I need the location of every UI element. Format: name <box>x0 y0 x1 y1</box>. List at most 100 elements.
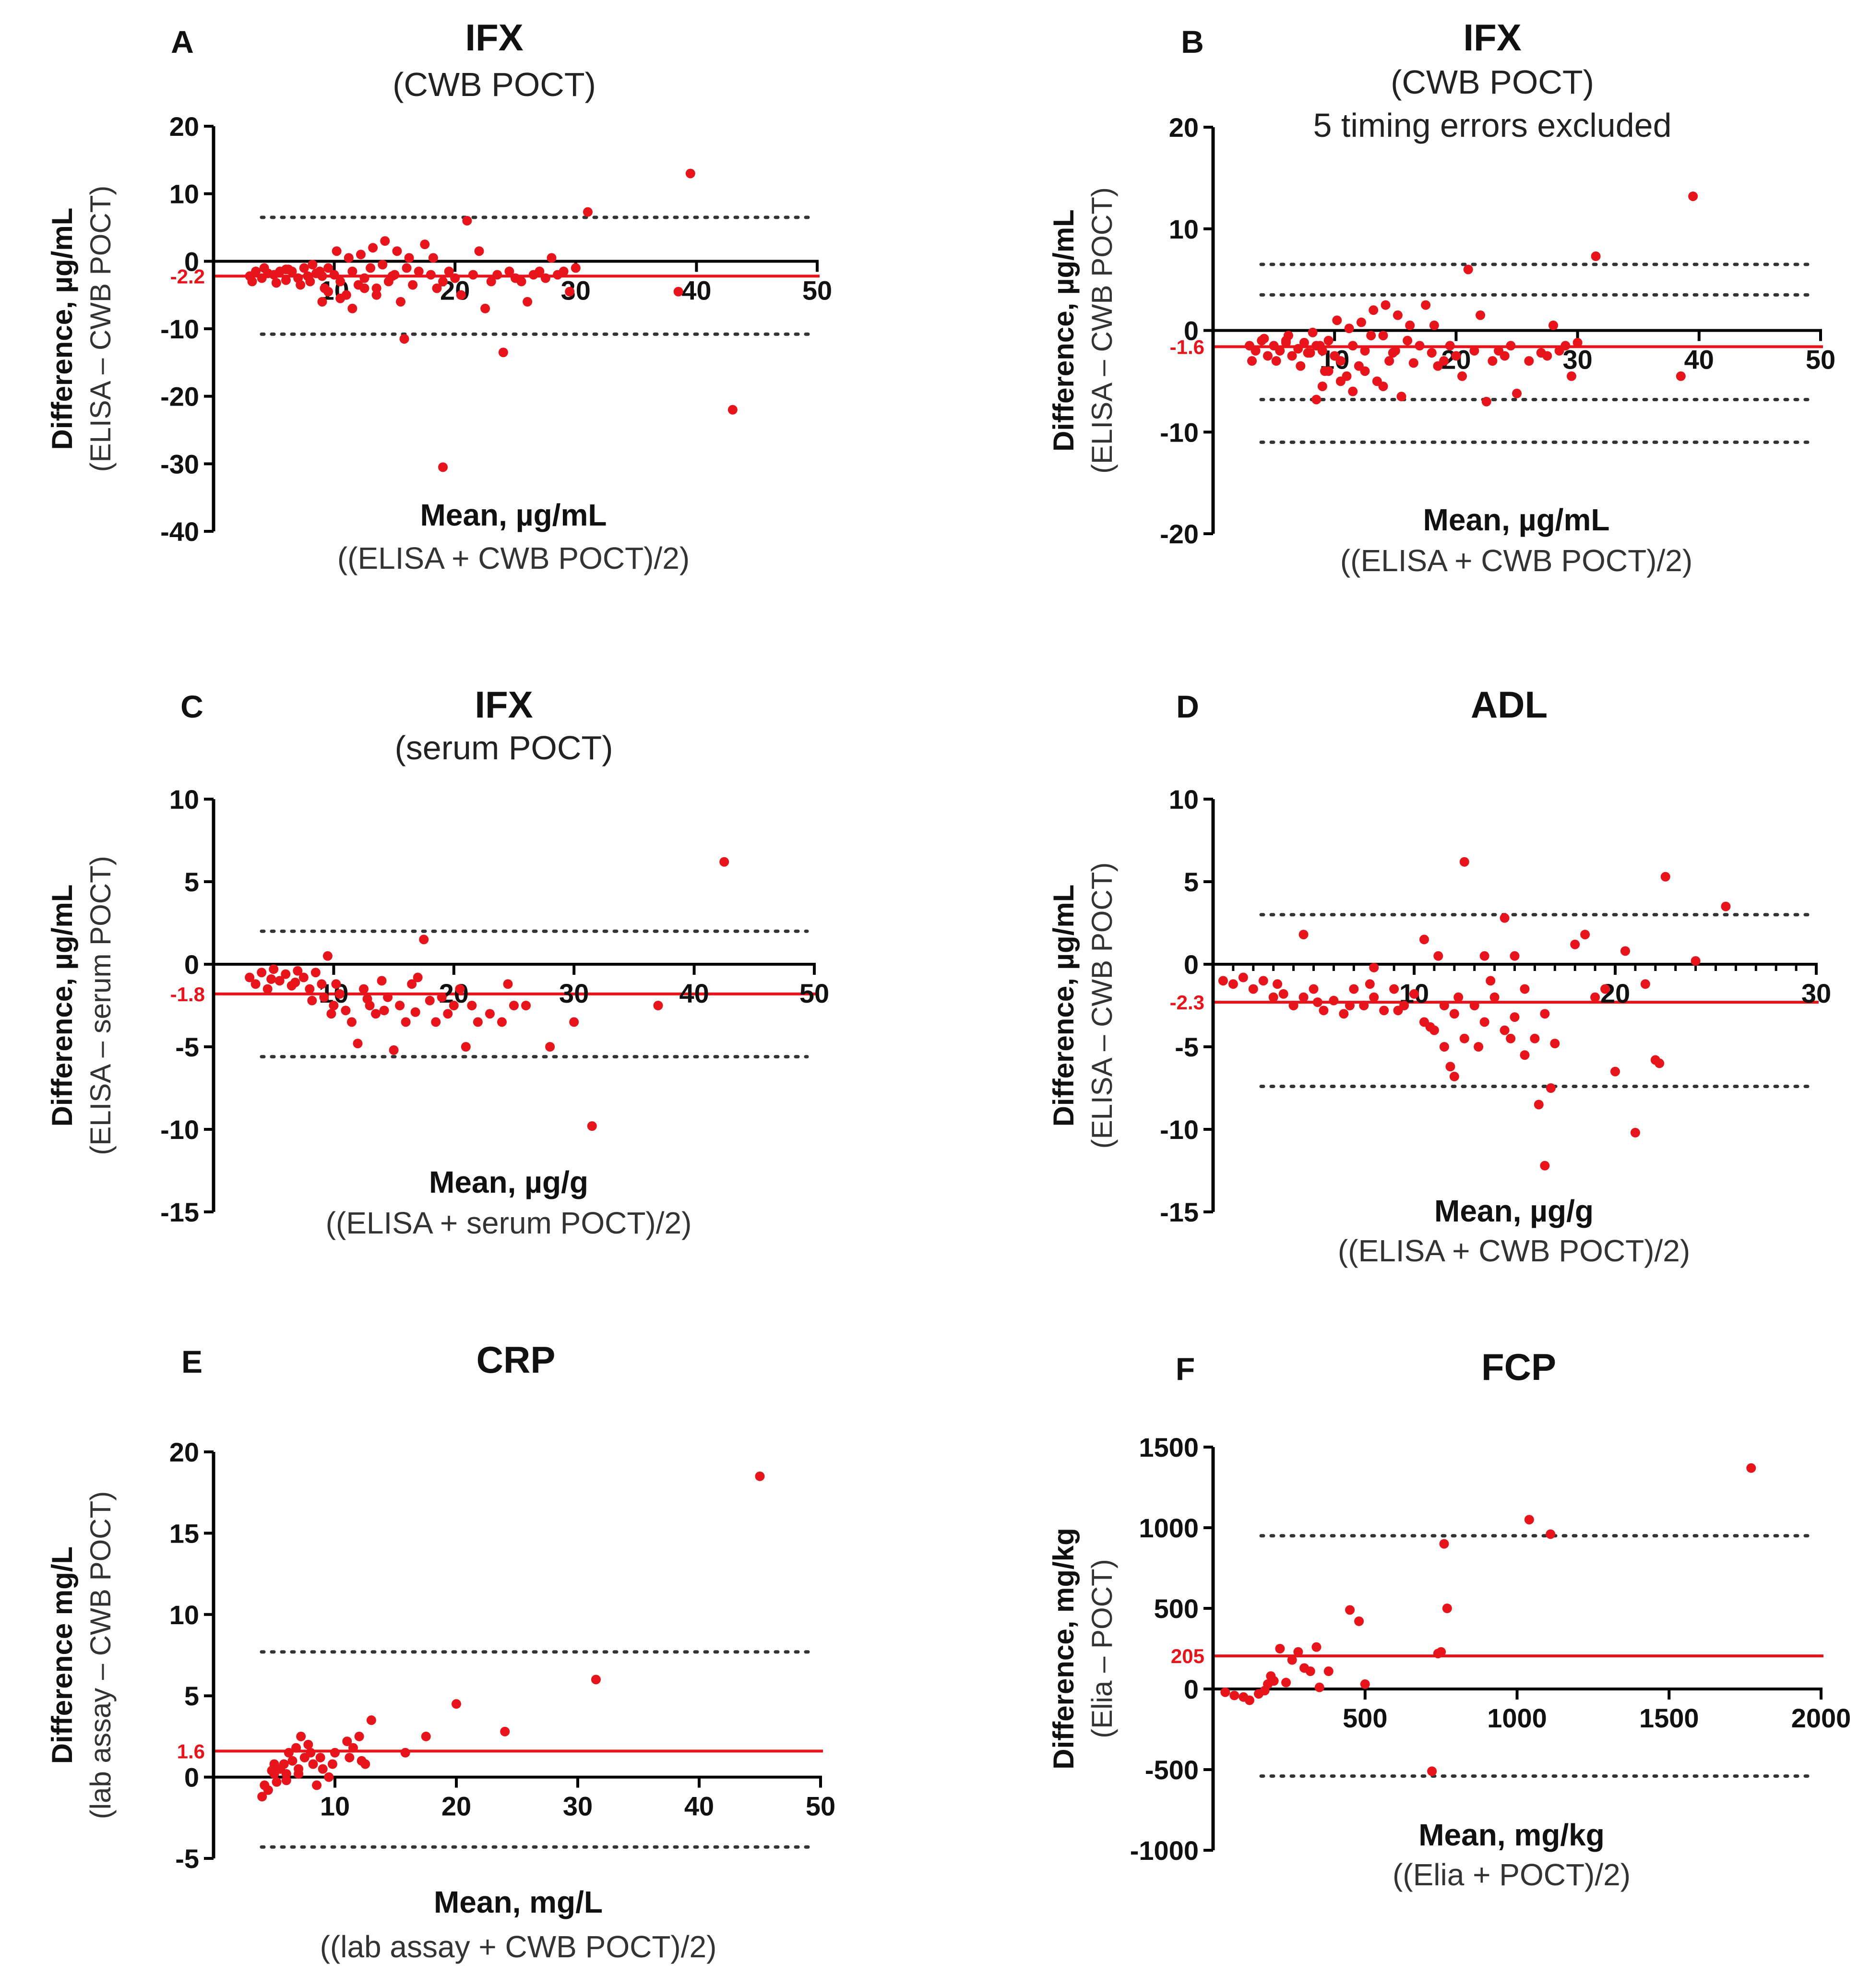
data-point <box>250 979 261 989</box>
data-point <box>1248 984 1258 994</box>
data-point <box>1329 995 1339 1006</box>
data-point <box>1506 1033 1516 1043</box>
data-point <box>1344 323 1354 334</box>
y-tick-label: -10 <box>160 1114 199 1145</box>
y-tick-label: 0 <box>1184 1674 1199 1704</box>
data-point <box>284 1748 294 1758</box>
x-axis-label: Mean, µg/mL <box>1423 503 1610 537</box>
x-axis-label: Mean, µg/mL <box>420 498 607 532</box>
data-point <box>1580 930 1590 940</box>
data-point <box>1360 346 1370 356</box>
data-point <box>1365 979 1375 989</box>
data-point <box>1293 344 1303 354</box>
data-point <box>308 260 318 270</box>
data-point <box>410 1007 420 1017</box>
data-point <box>259 263 269 273</box>
y-axis-label: Difference, mg/kg <box>1048 1528 1080 1769</box>
data-point <box>1360 1679 1370 1689</box>
data-point <box>1640 979 1650 989</box>
data-point <box>296 1731 306 1741</box>
panel-letter: C <box>180 689 203 724</box>
data-point <box>294 1769 304 1779</box>
data-point <box>1323 366 1334 376</box>
data-point <box>1469 1001 1479 1010</box>
data-point <box>317 979 327 989</box>
data-point <box>323 263 334 273</box>
data-point <box>335 293 345 303</box>
data-point <box>279 1759 289 1769</box>
data-point <box>319 992 329 1002</box>
data-point <box>306 1748 316 1758</box>
data-point <box>428 253 438 263</box>
data-point <box>1381 300 1391 310</box>
data-point <box>1550 1039 1560 1049</box>
data-point <box>1469 346 1479 356</box>
data-point <box>1570 939 1580 949</box>
panel-subtitle: (CWB POCT) <box>393 66 596 103</box>
data-point <box>473 1017 483 1027</box>
data-point <box>653 1001 663 1010</box>
data-point <box>312 1780 322 1790</box>
data-point <box>245 972 255 982</box>
data-point <box>263 1785 273 1795</box>
data-point <box>1520 984 1530 994</box>
y-tick-label: 500 <box>1154 1593 1199 1624</box>
data-point <box>1275 1644 1285 1653</box>
data-point <box>1259 334 1269 344</box>
y-tick-label: 10 <box>1169 784 1199 814</box>
data-point <box>1393 1006 1403 1016</box>
y-tick-label: 0 <box>184 949 199 980</box>
data-point <box>516 276 526 287</box>
data-point <box>486 276 496 287</box>
data-point <box>1303 348 1313 358</box>
data-point <box>1315 341 1325 351</box>
data-point <box>1335 356 1346 366</box>
y-tick-label: 0 <box>184 1762 199 1793</box>
x-axis-label: Mean, mg/kg <box>1418 1818 1605 1852</box>
data-point <box>1500 1025 1510 1035</box>
data-point <box>368 243 378 253</box>
data-point <box>1393 310 1403 320</box>
panel-d: D ADL Difference, µg/mL (ELISA – CWB POCT) M… <box>1048 683 1831 1268</box>
data-point <box>402 263 412 273</box>
data-point <box>1298 992 1309 1002</box>
data-point <box>1427 1766 1437 1776</box>
data-point <box>467 1001 477 1010</box>
data-point <box>1238 972 1248 982</box>
data-point <box>509 1001 519 1010</box>
data-point <box>1348 341 1358 351</box>
data-point <box>456 290 466 300</box>
data-point <box>298 972 309 982</box>
data-point <box>1542 351 1552 361</box>
data-point <box>413 972 423 982</box>
data-point <box>1746 1463 1756 1473</box>
panel-subtitle: (serum POCT) <box>395 729 613 766</box>
data-point <box>1591 251 1601 261</box>
data-point <box>1457 371 1467 381</box>
data-point <box>1369 962 1379 972</box>
data-point <box>540 273 550 283</box>
data-point <box>719 857 729 867</box>
x-tick-label: 30 <box>1801 978 1831 1008</box>
y-tick-label: -10 <box>160 314 199 344</box>
data-point <box>1540 1161 1550 1171</box>
data-point <box>455 984 465 994</box>
data-point <box>1379 1006 1389 1016</box>
data-point <box>392 246 402 256</box>
data-point <box>1311 1642 1322 1652</box>
data-point <box>1489 992 1500 1002</box>
y-tick-label: 20 <box>1169 112 1199 143</box>
data-point <box>420 240 430 250</box>
data-point <box>727 405 738 415</box>
data-point <box>271 278 281 288</box>
data-point <box>1548 320 1558 330</box>
data-point <box>571 263 581 273</box>
data-point <box>565 287 575 297</box>
y-tick-label: 1000 <box>1139 1513 1199 1543</box>
x-tick-label: 30 <box>559 978 589 1008</box>
data-point <box>1442 1604 1452 1613</box>
x-tick-label: 10 <box>320 1791 350 1821</box>
panel-letter: D <box>1176 689 1199 724</box>
x-tick-label: 500 <box>1343 1703 1387 1733</box>
y-tick-label: 15 <box>169 1518 199 1548</box>
